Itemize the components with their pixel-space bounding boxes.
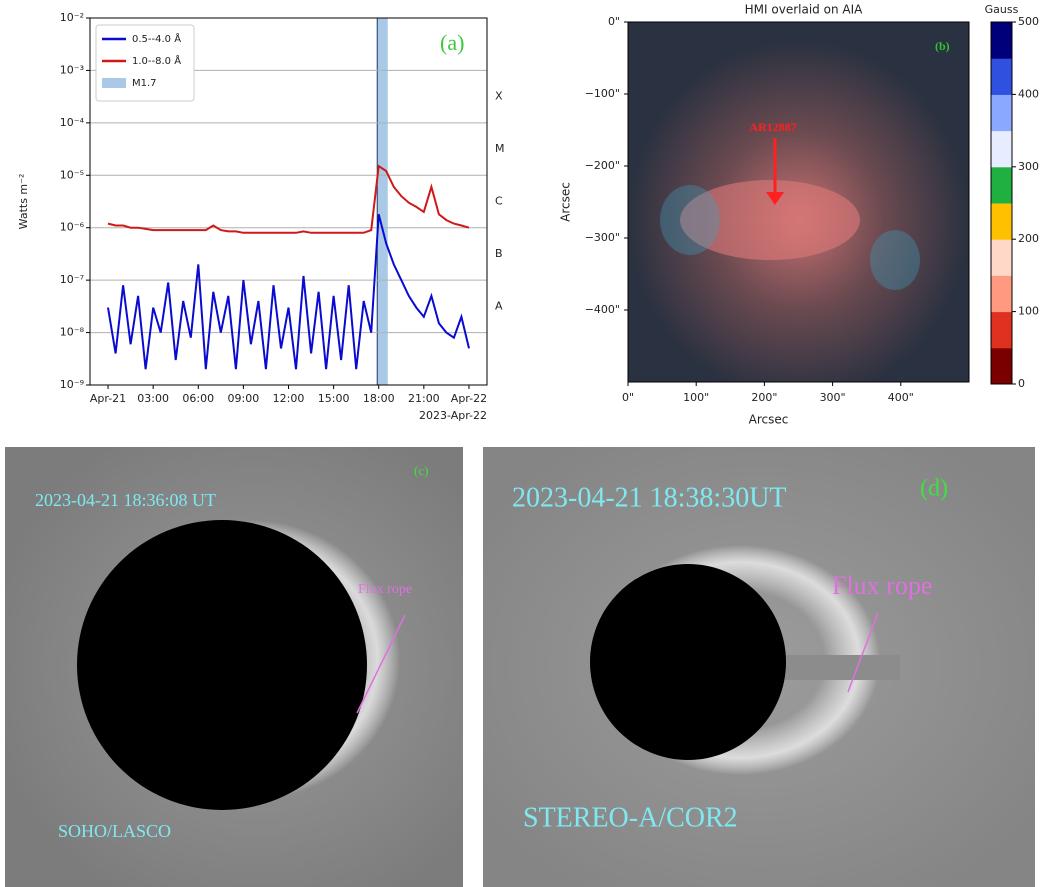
magnetic-field	[870, 230, 920, 290]
x-tick-label: 400"	[888, 391, 914, 404]
x-tick-label: 06:00	[182, 392, 214, 405]
colorbar-tick-label: 0	[1018, 377, 1025, 390]
y-tick-label: 10⁻⁷	[60, 273, 84, 286]
panel-label: (b)	[935, 39, 950, 53]
y-tick-label: 10⁻⁸	[60, 326, 85, 339]
colorbar-tick-label: 300	[1018, 160, 1039, 173]
y-tick-label: −200"	[585, 159, 620, 172]
y-tick-label: 10⁻³	[60, 63, 84, 76]
y-tick-label: 0"	[608, 15, 620, 28]
flare-class-label: C	[495, 195, 503, 208]
panel-label: (c)	[414, 463, 428, 478]
colorbar-label: Gauss	[985, 3, 1019, 16]
x-axis-label: Arcsec	[749, 413, 789, 427]
legend-label: M1.7	[132, 78, 157, 89]
x-tick-label: 300"	[820, 391, 846, 404]
page: {"chart_data": [ {"type": "line", "panel…	[0, 0, 1041, 887]
legend-label: 0.5--4.0 Å	[132, 32, 181, 45]
annotation: Flux rope	[832, 571, 932, 600]
y-tick-label: 10⁻⁵	[60, 168, 84, 181]
x-tick-label: 15:00	[318, 392, 350, 405]
y-tick-label: −300"	[585, 231, 620, 244]
magnetic-field	[660, 185, 720, 255]
x-tick-label: 09:00	[228, 392, 260, 405]
colorbar-segment	[991, 275, 1012, 312]
y-axis-label: Watts m⁻²	[17, 174, 30, 230]
colorbar-segment	[991, 58, 1012, 95]
colorbar-segment	[991, 22, 1012, 59]
instrument-label: STEREO-A/COR2	[523, 802, 738, 833]
chart-title: HMI overlaid on AIA	[745, 3, 863, 17]
colorbar-segment	[991, 239, 1012, 276]
x-tick-label: 21:00	[408, 392, 440, 405]
y-tick-label: −400"	[585, 303, 620, 316]
x-offset-label: 2023-Apr-22	[419, 409, 487, 422]
occulter	[77, 520, 367, 810]
colorbar-tick-label: 500	[1018, 15, 1039, 28]
x-tick-label: 12:00	[273, 392, 305, 405]
flare-class-label: M	[495, 142, 505, 155]
y-tick-label: 10⁻⁹	[60, 378, 84, 391]
x-tick-label: Apr-22	[451, 392, 487, 405]
y-tick-label: 10⁻²	[60, 11, 84, 24]
x-tick-label: 100"	[683, 391, 709, 404]
x-tick-label: Apr-21	[90, 392, 126, 405]
y-axis-label: Arcsec	[559, 182, 573, 222]
colorbar-segment	[991, 94, 1012, 131]
x-tick-label: 18:00	[363, 392, 395, 405]
flare-class-label: X	[495, 90, 503, 103]
span	[377, 18, 388, 385]
colorbar-tick-label: 100	[1018, 305, 1039, 318]
annotation: AR12887	[749, 120, 796, 134]
x-tick-label: 0"	[622, 391, 634, 404]
pylon	[780, 655, 900, 680]
y-tick-label: 10⁻⁴	[60, 116, 85, 129]
colorbar-segment	[991, 167, 1012, 204]
colorbar-segment	[991, 312, 1012, 349]
annotation: Flux rope	[358, 582, 412, 597]
occulter	[590, 564, 786, 760]
x-tick-label: 200"	[751, 391, 777, 404]
x-tick-label: 03:00	[137, 392, 169, 405]
colorbar-tick-label: 400	[1018, 87, 1039, 100]
timestamp: 2023-04-21 18:38:30UT	[512, 482, 787, 513]
legend-label: 1.0--8.0 Å	[132, 54, 181, 67]
colorbar-segment	[991, 203, 1012, 240]
panel-label: (d)	[920, 476, 948, 502]
figure: 10⁻⁹10⁻⁸10⁻⁷10⁻⁶10⁻⁵10⁻⁴10⁻³10⁻²Apr-2103…	[0, 0, 1041, 887]
legend-swatch	[102, 78, 126, 88]
flare-class-label: B	[495, 247, 503, 260]
colorbar-segment	[991, 348, 1012, 385]
y-tick-label: 10⁻⁶	[60, 221, 85, 234]
y-tick-label: −100"	[585, 87, 620, 100]
colorbar-tick-label: 200	[1018, 232, 1039, 245]
instrument-label: SOHO/LASCO	[58, 821, 171, 841]
flare-class-label: A	[495, 299, 503, 312]
timestamp: 2023-04-21 18:36:08 UT	[35, 490, 216, 510]
colorbar-segment	[991, 131, 1012, 168]
panel-label: (a)	[440, 30, 464, 55]
